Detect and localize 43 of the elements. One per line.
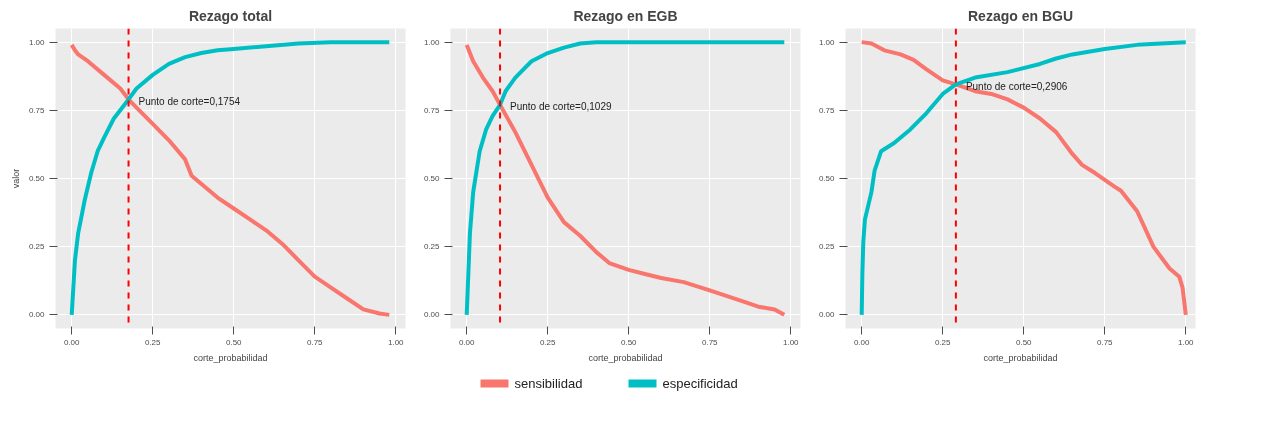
x-tick-label: 0.25	[539, 337, 557, 347]
y-tick-label: 0.00	[818, 310, 836, 320]
x-axis-title: corte_probabilidad	[983, 352, 1058, 363]
x-tick-label: 0.25	[144, 337, 162, 347]
x-tick-label: 0.50	[620, 337, 638, 347]
y-tick-label: 0.25	[423, 242, 441, 252]
y-axis-title: valor	[10, 168, 21, 189]
x-tick-label: 0.50	[1015, 337, 1033, 347]
chart-title: Rezago en EGB	[573, 7, 678, 24]
y-tick-label: 0.25	[28, 242, 46, 252]
x-tick-label: 0.75	[701, 337, 719, 347]
y-tick-label: 0.25	[818, 242, 836, 252]
y-tick-label: 1.00	[818, 37, 836, 47]
annotation: Punto de corte=0,2906	[965, 80, 1068, 92]
x-tick-label: 0.75	[1096, 337, 1114, 347]
y-tick-label: 0.50	[28, 174, 46, 183]
x-axis-title: corte_probabilidad	[193, 352, 268, 363]
y-tick-label: 0.00	[28, 310, 46, 320]
x-tick-label: 1.00	[782, 337, 800, 347]
x-tick-label: 0.75	[306, 337, 324, 347]
x-tick-label: 0.00	[63, 337, 81, 347]
x-axis-title: corte_probabilidad	[588, 352, 663, 363]
legend-label: sensibilidad	[514, 376, 583, 391]
x-tick-label: 0.50	[225, 337, 243, 347]
y-tick-label: 0.00	[423, 310, 441, 320]
line-series	[859, 40, 1188, 317]
y-tick-label: 0.50	[818, 174, 836, 183]
annotation: Punto de corte=0,1754	[138, 95, 241, 107]
annotation: Punto de corte=0,1029	[510, 101, 612, 113]
x-tick-label: 0.00	[853, 337, 871, 347]
x-tick-label: 1.00	[1177, 337, 1195, 347]
x-tick-label: 0.25	[934, 337, 952, 347]
y-tick-label: 0.75	[28, 105, 46, 115]
chart-title: Rezago total	[188, 7, 273, 24]
y-tick-label: 1.00	[28, 37, 46, 47]
chart-title: Rezago en BGU	[967, 7, 1074, 24]
y-tick-label: 1.00	[423, 37, 441, 47]
x-tick-label: 0.00	[458, 337, 476, 347]
y-tick-label: 0.50	[423, 174, 441, 183]
y-tick-label: 0.75	[423, 105, 441, 115]
x-tick-label: 1.00	[387, 337, 405, 347]
legend-label: especificidad	[662, 376, 738, 391]
y-tick-label: 0.75	[818, 105, 836, 115]
